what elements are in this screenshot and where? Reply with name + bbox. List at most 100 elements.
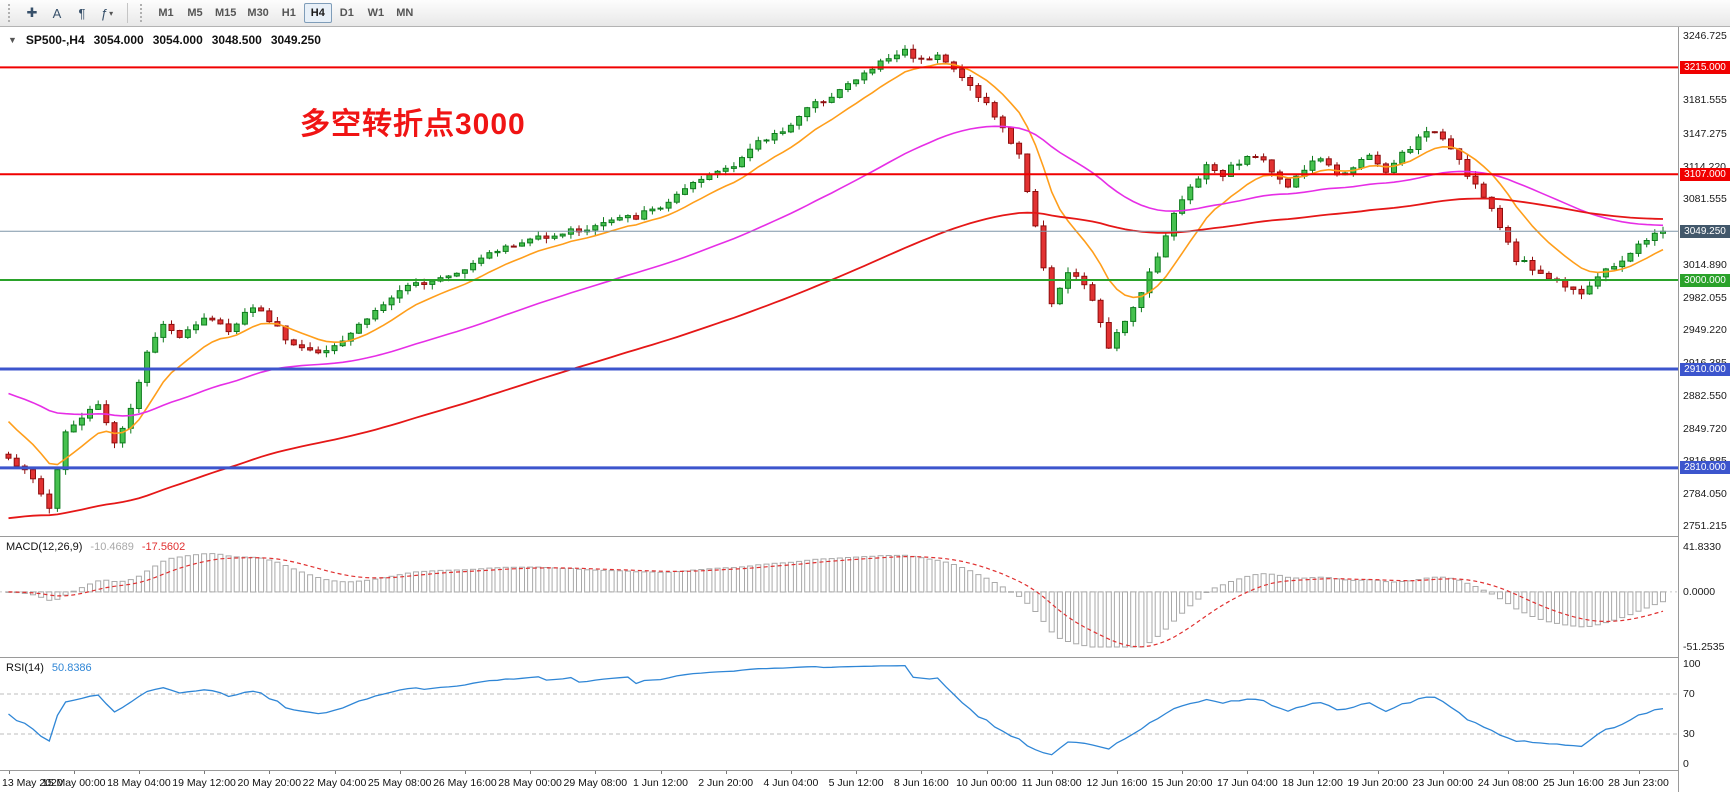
time-axis-tick	[986, 771, 988, 774]
time-axis-tick	[269, 771, 271, 774]
chevron-down-icon: ▾	[109, 8, 114, 18]
pane-separator[interactable]	[0, 657, 1678, 658]
price-axis: 3246.7253181.5553147.2753114.2203081.555…	[1678, 27, 1730, 792]
time-axis-tick	[73, 771, 75, 774]
time-axis-tick	[1116, 771, 1118, 774]
rsi-label: RSI(14) 50.8386	[6, 662, 92, 674]
level-price-badge: 3215.000	[1680, 60, 1730, 74]
rsi-line	[8, 664, 1664, 756]
crosshair-tool[interactable]: ✚	[20, 3, 44, 24]
time-axis-tick	[8, 771, 10, 774]
pane-separator[interactable]	[0, 536, 1678, 537]
rsi-axis-label: 100	[1683, 658, 1701, 670]
time-axis-label: 22 May 04:00	[302, 777, 367, 789]
toolbar-grip[interactable]	[140, 4, 146, 22]
timeframe-button-m1[interactable]: M1	[158, 7, 174, 19]
text-tool[interactable]: A	[45, 3, 69, 24]
macd-axis-label: -51.2535	[1683, 641, 1725, 653]
rsi-indicator-pane[interactable]	[0, 658, 1678, 770]
time-axis: 13 May 2020 15 May 00:00 18 May 04:00 19 Ma…	[0, 770, 1678, 792]
text-label-tool[interactable]: ¶	[70, 3, 94, 24]
time-axis-tick	[399, 771, 401, 774]
price-axis-label: 3147.275	[1683, 128, 1727, 141]
timeframe-button-m15[interactable]: M15	[215, 7, 237, 19]
macd-signal-value: -17.5602	[141, 541, 186, 553]
chart-collapse-icon[interactable]: ▼	[8, 35, 17, 45]
macd-signal-line	[8, 556, 1664, 648]
ohlc-open: 3054.000	[93, 33, 144, 47]
time-axis-label: 10 Jun 00:00	[956, 777, 1017, 789]
price-axis-label: 3081.555	[1683, 193, 1727, 206]
chart-text-annotation: 多空转折点3000	[300, 108, 526, 141]
macd-main-value: -10.4689	[90, 541, 134, 553]
ohlc-high: 3054.000	[152, 33, 203, 47]
timeframe-button-m5[interactable]: M5	[187, 7, 203, 19]
time-axis-tick	[464, 771, 466, 774]
time-axis-tick	[138, 771, 140, 774]
rsi-value: 50.8386	[51, 662, 92, 674]
time-axis-tick	[1377, 771, 1379, 774]
ma-fast-orange	[7, 62, 1664, 466]
time-axis-label: 19 Jun 20:00	[1347, 777, 1409, 789]
timeframe-button-w1[interactable]: W1	[367, 7, 385, 19]
time-axis-tick	[856, 771, 858, 774]
time-axis-label: 28 Jun 23:00	[1608, 777, 1669, 789]
macd-indicator-pane[interactable]	[0, 537, 1678, 657]
time-axis-label: 2 Jun 20:00	[698, 777, 754, 789]
rsi-axis-label: 70	[1683, 688, 1695, 700]
macd-axis-label: 0.0000	[1683, 585, 1716, 598]
time-axis-label: 11 Jun 08:00	[1021, 777, 1082, 789]
toolbar-grip[interactable]	[8, 4, 14, 22]
time-axis-label: 18 Jun 12:00	[1282, 777, 1343, 789]
price-axis-label: 2982.055	[1683, 291, 1727, 304]
time-axis-label: 1 Jun 12:00	[633, 777, 688, 789]
time-axis-label: 25 May 08:00	[367, 777, 432, 789]
indicators-tool-icon: ƒ	[100, 5, 109, 21]
price-axis-label: 2849.720	[1683, 422, 1727, 435]
toolbar: ✚ A ¶ ƒ ▾ M1 M5 M15 M30 H1 H4 D1 W1 MN	[0, 0, 1730, 27]
time-axis-label: 17 Jun 04:00	[1216, 777, 1278, 789]
time-axis-label: 23 Jun 00:00	[1412, 777, 1474, 789]
timeframe-button-h4[interactable]: H4	[303, 3, 332, 23]
time-axis-label: 25 Jun 16:00	[1542, 777, 1604, 789]
toolbar-separator	[127, 3, 128, 23]
level-price-badge: 3000.000	[1680, 273, 1730, 287]
time-axis-tick	[1247, 771, 1249, 774]
price-axis-label: 2784.050	[1683, 487, 1727, 500]
macd-label: MACD(12,26,9) -10.4689 -17.5602	[6, 541, 185, 553]
time-axis-tick	[921, 771, 923, 774]
text-label-tool-icon: ¶	[78, 5, 86, 21]
indicators-tool[interactable]: ƒ ▾	[95, 3, 119, 24]
time-axis-label: 26 May 16:00	[433, 777, 497, 789]
symbol-header: ▼ SP500-,H4 3054.000 3054.000 3048.500 3…	[8, 33, 321, 47]
time-axis-label: 12 Jun 16:00	[1086, 777, 1148, 789]
price-axis-label: 2949.220	[1683, 324, 1727, 337]
timeframe-button-d1[interactable]: D1	[339, 7, 354, 19]
timeframe-button-mn[interactable]: MN	[396, 7, 414, 19]
rsi-axis-label: 0	[1683, 758, 1689, 770]
time-axis-tick	[1638, 771, 1640, 774]
level-price-badge: 2810.000	[1680, 461, 1730, 475]
ohlc-low: 3048.500	[211, 33, 262, 47]
macd-name: MACD(12,26,9)	[6, 541, 83, 553]
time-axis-label: 24 Jun 08:00	[1477, 777, 1539, 789]
price-axis-label: 3181.555	[1683, 94, 1727, 107]
main-price-chart[interactable]	[0, 27, 1678, 536]
text-tool-icon: A	[52, 5, 62, 21]
time-axis-label: 20 May 20:00	[237, 777, 302, 789]
time-axis-label: 15 May 00:00	[41, 777, 106, 789]
timeframe-button-m30[interactable]: M30	[247, 7, 269, 19]
crosshair-tool-icon: ✚	[26, 5, 38, 20]
time-axis-tick	[1182, 771, 1184, 774]
time-axis-tick	[530, 771, 532, 774]
current-price-badge: 3049.250	[1680, 224, 1730, 238]
ohlc-close: 3049.250	[270, 33, 321, 47]
time-axis-tick	[1442, 771, 1444, 774]
rsi-axis-label: 30	[1683, 728, 1695, 740]
macd-histogram	[5, 553, 1666, 648]
time-axis-label: 28 May 00:00	[498, 777, 562, 789]
price-axis-label: 3246.725	[1683, 30, 1727, 42]
time-axis-label: 19 May 12:00	[172, 777, 236, 789]
chart-area[interactable]: 3246.7253181.5553147.2753114.2203081.555…	[0, 27, 1730, 792]
timeframe-button-h1[interactable]: H1	[281, 7, 296, 19]
